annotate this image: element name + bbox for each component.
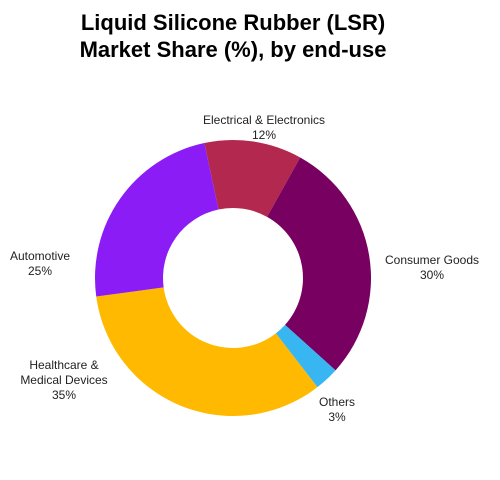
value-label: 3% [328,410,346,424]
chart-title: Market Share (%), by end-use [79,37,387,62]
donut-slice [96,287,318,416]
value-label: 30% [419,268,445,282]
donut-slice [267,157,372,371]
value-label: 12% [251,128,277,142]
value-label: 25% [27,264,53,278]
value-label: 35% [51,388,77,402]
donut-slice [94,143,219,297]
donut-slice [204,139,301,217]
slice-label: Electrical & Electronics 12% [203,113,325,143]
category-label: Automotive [9,249,71,263]
category-label: Consumer Goods [384,253,480,267]
category-label: Electrical & Electronics [202,113,326,127]
donut-slice [275,324,336,388]
slice-label: Consumer Goods 30% [385,253,479,283]
category-label: Healthcare & Medical Devices [20,358,108,387]
slice-label: Healthcare & Medical Devices 35% [14,358,114,403]
chart-title: Liquid Silicone Rubber (LSR) [80,10,386,35]
slice-label: Others 3% [319,395,355,425]
category-label: Others [318,395,356,409]
slice-label: Automotive 25% [10,249,70,279]
